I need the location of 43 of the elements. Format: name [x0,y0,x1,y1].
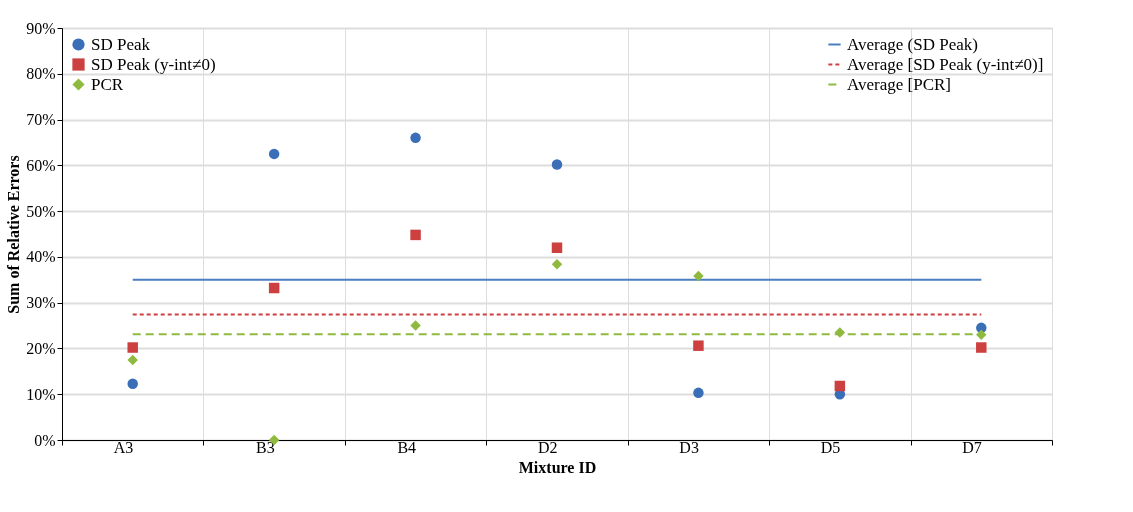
legend-label: Average [SD Peak (y-int≠0)] [847,54,1044,74]
point [551,258,563,270]
point [976,329,987,340]
point [834,380,846,392]
point [693,387,704,399]
x-axis-title: Mixture ID [518,458,597,476]
point [127,378,138,389]
y-tick-label: 60% [26,156,56,174]
point [551,159,563,170]
legend-label: Average [PCR] [847,74,952,94]
x-tick-label: D7 [962,438,982,456]
x-tick-label: D3 [679,438,699,456]
y-tick-label: 0% [34,431,56,449]
y-tick-label: 40% [26,248,56,266]
point [127,354,138,366]
x-tick-label: D5 [820,438,841,456]
point [693,340,704,351]
point [127,342,138,353]
x-tick-label: B4 [397,438,417,456]
point [976,342,987,353]
x-tick-label: A3 [113,438,134,456]
y-tick-label: 10% [26,385,56,403]
y-tick-label: 80% [26,65,56,83]
legend-label: SD Peak [91,34,151,54]
y-tick-label: 20% [26,339,56,357]
y-axis-title: Sum of Relative Errors [5,155,23,314]
x-tick-label: B3 [255,438,275,456]
point [410,320,421,331]
y-tick-label: 30% [26,294,56,312]
legend-label: Average (SD Peak) [847,34,978,54]
y-tick-label: 90% [26,19,56,37]
x-tick-label: D2 [537,438,558,456]
point [268,148,280,160]
point [268,282,280,294]
y-tick-label: 70% [26,111,56,129]
legend-label: PCR [91,74,124,94]
point [693,270,704,282]
point [410,229,421,241]
y-tick-label: 50% [26,202,56,220]
point [834,327,846,338]
legend-label: SD Peak (y-int≠0) [91,54,216,74]
point [410,132,421,144]
point [551,242,563,253]
